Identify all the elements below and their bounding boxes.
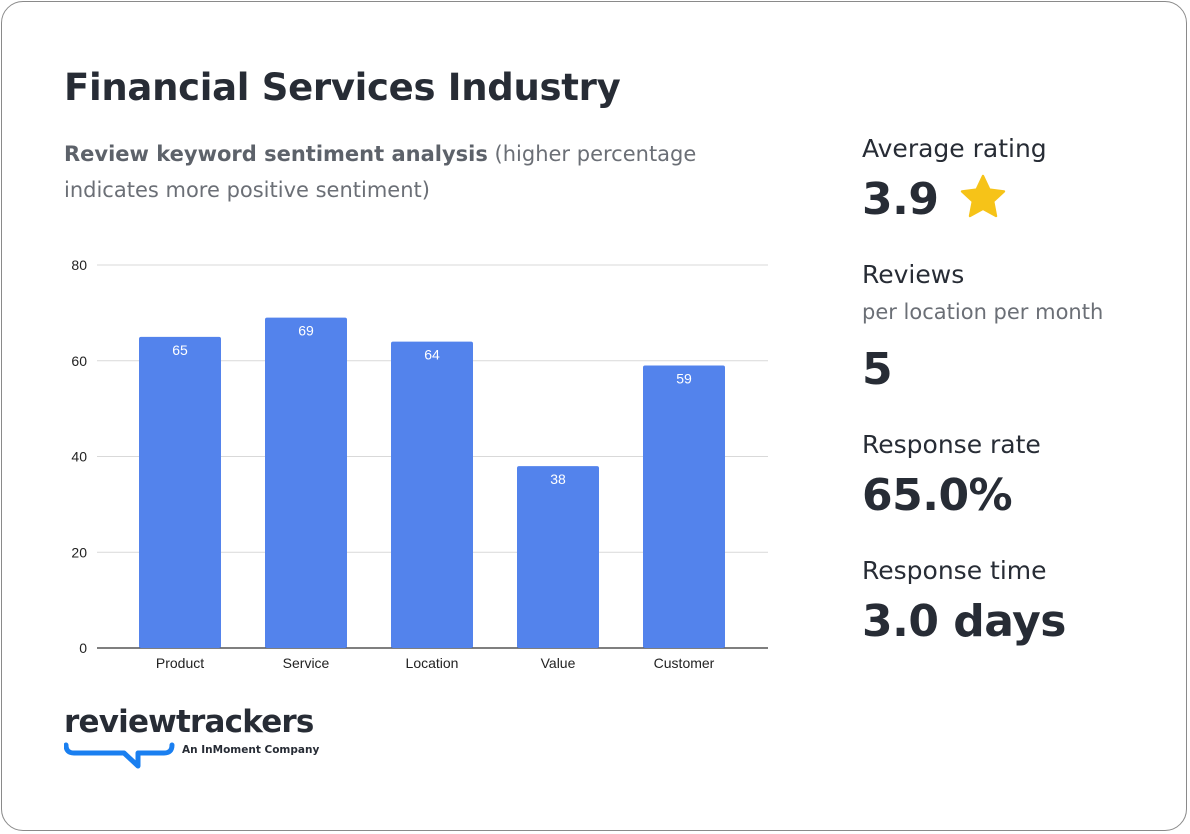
- x-tick-label: Location: [406, 655, 459, 671]
- bar: [643, 365, 725, 648]
- reviewtrackers-logo: reviewtrackers An InMoment Company: [64, 704, 319, 769]
- data-label: 64: [424, 347, 440, 363]
- page-title: Financial Services Industry: [64, 66, 621, 109]
- y-tick-label: 80: [71, 257, 87, 273]
- bar: [265, 317, 347, 648]
- logo-tagline: An InMoment Company: [182, 744, 320, 756]
- reviews-label: Reviews: [862, 260, 965, 289]
- speech-bubble-icon: [64, 742, 175, 769]
- data-label: 69: [298, 323, 314, 339]
- subtitle-rest: (higher percentage indicates more positi…: [64, 142, 697, 202]
- y-tick-label: 20: [71, 544, 87, 560]
- data-label: 59: [676, 371, 692, 387]
- reviews-sublabel: per location per month: [862, 300, 1104, 324]
- bar: [391, 341, 473, 648]
- response-time-value: 3.0 days: [862, 596, 1066, 647]
- chart-subtitle: Review keyword sentiment analysis (highe…: [64, 136, 744, 208]
- subtitle-bold: Review keyword sentiment analysis: [64, 142, 488, 166]
- response-time-label: Response time: [862, 556, 1047, 585]
- x-tick-label: Value: [541, 655, 576, 671]
- y-tick-label: 40: [71, 449, 87, 465]
- avg-rating-value: 3.9: [862, 174, 1007, 225]
- logo-wordmark: reviewtrackers: [64, 704, 314, 740]
- y-tick-label: 60: [71, 353, 87, 369]
- data-label: 65: [172, 342, 188, 358]
- bar: [139, 336, 221, 648]
- response-rate-value: 65.0%: [862, 470, 1013, 521]
- x-tick-label: Customer: [654, 655, 715, 671]
- avg-rating-number: 3.9: [862, 174, 939, 225]
- bar-chart: 0 20 40 60 80 65 Product 69 Service 64 Location 38 V…: [71, 257, 768, 671]
- star-icon: [961, 174, 1006, 218]
- avg-rating-label: Average rating: [862, 134, 1047, 163]
- x-tick-label: Service: [283, 655, 330, 671]
- data-label: 38: [550, 471, 566, 487]
- response-rate-label: Response rate: [862, 430, 1041, 459]
- x-tick-label: Product: [156, 655, 204, 671]
- reviews-value: 5: [862, 344, 893, 395]
- y-tick-label: 0: [79, 640, 87, 656]
- bar: [517, 466, 599, 648]
